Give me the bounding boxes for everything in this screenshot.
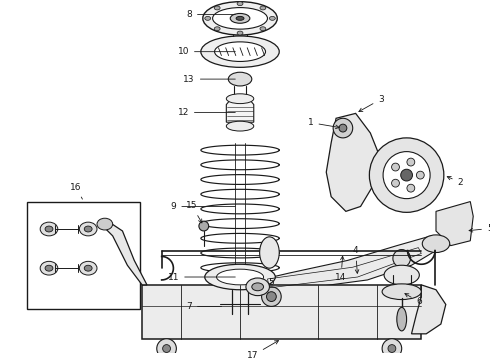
Polygon shape bbox=[412, 285, 446, 334]
Ellipse shape bbox=[252, 283, 264, 291]
Ellipse shape bbox=[45, 226, 53, 232]
Ellipse shape bbox=[84, 265, 92, 271]
Ellipse shape bbox=[260, 6, 266, 10]
Ellipse shape bbox=[397, 307, 407, 331]
Ellipse shape bbox=[382, 284, 421, 300]
Ellipse shape bbox=[382, 339, 402, 358]
Ellipse shape bbox=[205, 264, 275, 290]
Ellipse shape bbox=[226, 94, 254, 104]
Ellipse shape bbox=[163, 345, 171, 352]
Ellipse shape bbox=[267, 292, 276, 302]
Text: 16: 16 bbox=[70, 183, 82, 199]
Ellipse shape bbox=[215, 42, 266, 62]
Ellipse shape bbox=[236, 17, 244, 20]
Ellipse shape bbox=[407, 184, 415, 192]
Ellipse shape bbox=[40, 261, 58, 275]
Text: 5: 5 bbox=[469, 224, 490, 233]
Ellipse shape bbox=[246, 278, 270, 296]
Text: 15: 15 bbox=[186, 202, 202, 223]
Ellipse shape bbox=[262, 287, 281, 306]
Ellipse shape bbox=[199, 221, 209, 231]
Ellipse shape bbox=[45, 265, 53, 271]
Bar bbox=[224, 290, 256, 317]
Ellipse shape bbox=[369, 138, 444, 212]
Text: 7: 7 bbox=[186, 302, 221, 311]
Text: 9: 9 bbox=[171, 202, 235, 211]
Ellipse shape bbox=[422, 235, 450, 252]
Text: 8: 8 bbox=[186, 10, 235, 19]
Text: 11: 11 bbox=[168, 273, 235, 282]
Ellipse shape bbox=[237, 2, 243, 6]
Ellipse shape bbox=[339, 124, 347, 132]
Text: 12: 12 bbox=[177, 108, 235, 117]
Ellipse shape bbox=[79, 222, 97, 236]
Ellipse shape bbox=[214, 6, 220, 10]
Polygon shape bbox=[326, 113, 380, 211]
Bar bbox=[142, 285, 421, 339]
Ellipse shape bbox=[79, 261, 97, 275]
Ellipse shape bbox=[97, 218, 113, 230]
Ellipse shape bbox=[333, 118, 353, 138]
Polygon shape bbox=[103, 221, 147, 285]
Text: 6: 6 bbox=[405, 293, 422, 306]
Polygon shape bbox=[258, 236, 436, 294]
Ellipse shape bbox=[157, 339, 176, 358]
Text: 10: 10 bbox=[177, 47, 235, 56]
Ellipse shape bbox=[217, 269, 264, 285]
Text: 1: 1 bbox=[308, 118, 339, 129]
Ellipse shape bbox=[205, 17, 211, 20]
Text: 2: 2 bbox=[447, 176, 463, 187]
Polygon shape bbox=[226, 99, 254, 122]
Ellipse shape bbox=[201, 36, 279, 67]
Ellipse shape bbox=[407, 158, 415, 166]
Text: 13: 13 bbox=[183, 75, 235, 84]
Ellipse shape bbox=[260, 237, 279, 268]
Ellipse shape bbox=[384, 265, 419, 285]
Polygon shape bbox=[436, 202, 473, 246]
Ellipse shape bbox=[270, 17, 275, 20]
Ellipse shape bbox=[260, 27, 266, 31]
Text: 3: 3 bbox=[359, 95, 384, 112]
Ellipse shape bbox=[416, 171, 424, 179]
Ellipse shape bbox=[214, 27, 220, 31]
Ellipse shape bbox=[84, 226, 92, 232]
Ellipse shape bbox=[213, 8, 268, 29]
Ellipse shape bbox=[203, 2, 277, 35]
Ellipse shape bbox=[228, 72, 252, 86]
Ellipse shape bbox=[392, 163, 399, 171]
Ellipse shape bbox=[388, 345, 396, 352]
Text: 17: 17 bbox=[246, 341, 278, 360]
Bar bbox=[27, 202, 140, 309]
Ellipse shape bbox=[401, 169, 413, 181]
Ellipse shape bbox=[393, 249, 411, 267]
Text: 5: 5 bbox=[269, 278, 274, 287]
Text: 4: 4 bbox=[353, 247, 359, 273]
Ellipse shape bbox=[383, 152, 430, 199]
Text: 14: 14 bbox=[335, 256, 346, 282]
Ellipse shape bbox=[230, 13, 250, 23]
Ellipse shape bbox=[392, 179, 399, 187]
Ellipse shape bbox=[226, 121, 254, 131]
Ellipse shape bbox=[237, 31, 243, 35]
Ellipse shape bbox=[40, 222, 58, 236]
